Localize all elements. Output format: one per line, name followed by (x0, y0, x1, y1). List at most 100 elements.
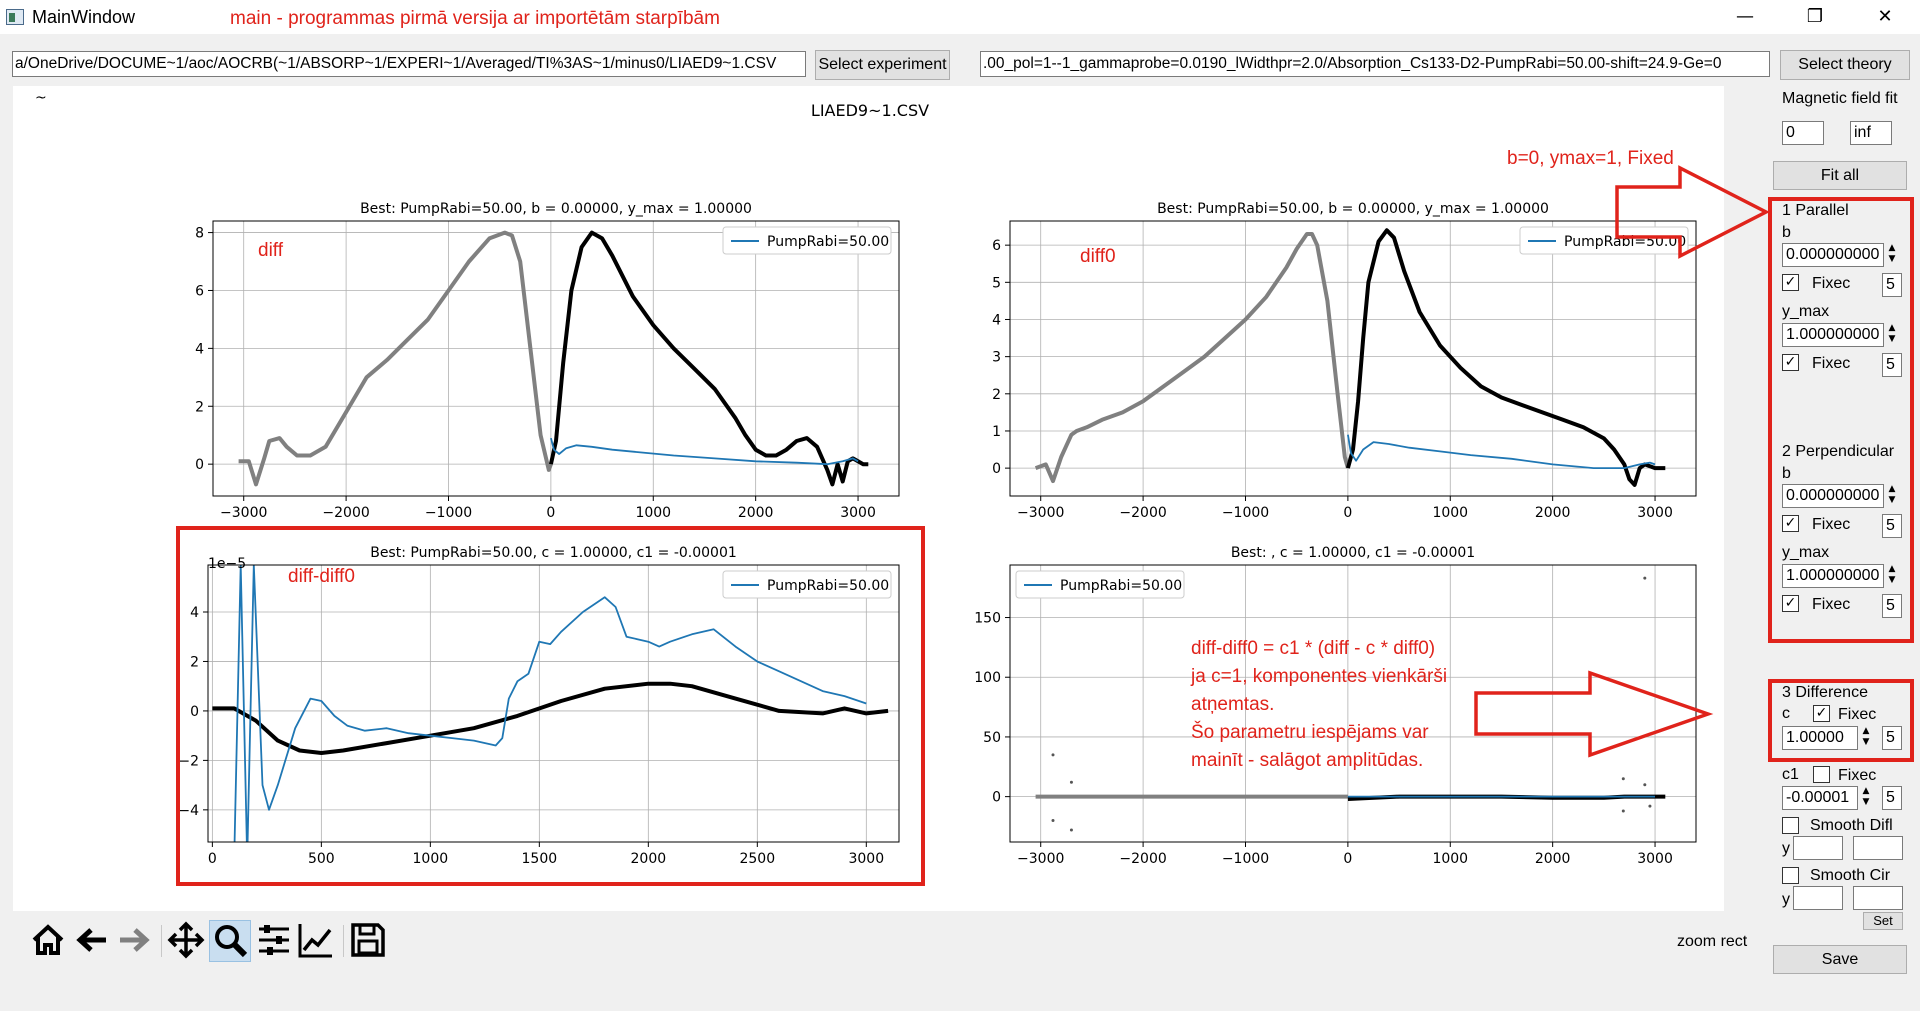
difference-c1-spinner[interactable]: ▲ ▼ (1862, 786, 1870, 807)
select-theory-button[interactable]: Select theory (1780, 50, 1910, 80)
parallel-ymax-digits[interactable]: 5 (1882, 353, 1902, 377)
x-tick-label: 0 (1343, 851, 1352, 867)
x-tick-label: −1000 (1222, 851, 1269, 867)
perpendicular-b-spinner[interactable]: ▲ ▼ (1888, 484, 1896, 505)
parallel-b-digits[interactable]: 5 (1882, 273, 1902, 297)
x-tick-label: 1000 (413, 851, 449, 867)
parallel-b-input[interactable]: 0.000000000 (1782, 243, 1884, 267)
perpendicular-ymax-fixed-checkbox[interactable]: ✓ (1782, 595, 1799, 612)
subplot-4: −3000 −2000 −1000 0 1000 2000 3000 0 50 100 150 Bes… (974, 545, 1697, 867)
zoom-icon[interactable] (210, 920, 250, 960)
close-button[interactable]: ✕ (1877, 6, 1893, 27)
legend-label: PumpRabi=50.00 (767, 234, 889, 250)
smooth-diff-checkbox[interactable] (1782, 817, 1799, 834)
x-tick-label: 3000 (848, 851, 884, 867)
y-tick-label: −4 (178, 803, 199, 819)
x-tick-label: 2500 (739, 851, 775, 867)
note-line: mainīt - salāgot amplitūdas. (1191, 750, 1424, 771)
perpendicular-ymax-spinner[interactable]: ▲ ▼ (1888, 564, 1896, 585)
note-line: ja c=1, komponentes vienkārši (1191, 666, 1448, 687)
forward-icon[interactable] (114, 920, 154, 960)
x-tick-label: 3000 (1637, 505, 1673, 521)
field-to-input[interactable]: inf (1850, 121, 1892, 145)
difference-c-input[interactable]: 1.00000 (1782, 726, 1858, 750)
difference-c-fixed-checkbox[interactable]: ✓ (1813, 705, 1830, 722)
save-button[interactable]: Save (1773, 945, 1907, 974)
x-tick-label: −1000 (425, 505, 472, 521)
minimize-button[interactable]: — (1736, 6, 1754, 27)
difference-c1-input[interactable]: -0.00001 (1782, 786, 1858, 810)
x-tick-label: −3000 (220, 505, 267, 521)
theory-path-input[interactable]: .00_pol=1--1_gammaprobe=0.0190_lWidthpr=… (980, 51, 1770, 77)
perpendicular-b-input[interactable]: 0.000000000 (1782, 484, 1884, 508)
save-figure-icon[interactable] (348, 920, 388, 960)
select-experiment-button[interactable]: Select experiment (815, 50, 950, 80)
parallel-b-fixed-checkbox[interactable]: ✓ (1782, 274, 1799, 291)
annotation-box-diff-diff0 (176, 526, 925, 886)
legend-label: PumpRabi=50.00 (1564, 234, 1686, 250)
series-group (1034, 228, 1666, 487)
series-group (238, 230, 869, 487)
smooth-diff-label: Smooth Difl (1810, 817, 1893, 834)
perpendicular-ymax-fixed-label: Fixec (1812, 596, 1851, 613)
perpendicular-ymax-input[interactable]: 1.000000000 (1782, 564, 1884, 588)
set-button[interactable]: Set (1863, 912, 1903, 930)
subplots-icon[interactable] (254, 920, 294, 960)
axes-edit-icon[interactable] (296, 920, 336, 960)
pan-icon[interactable] (166, 920, 206, 960)
x-tick-label: −2000 (1119, 505, 1166, 521)
subplot-3: 0 500 1000 1500 2000 2500 3000 −4 −2 0 2 4 Best: Pum… (178, 545, 900, 867)
restore-button[interactable]: ❐ (1806, 6, 1824, 27)
back-icon[interactable] (72, 920, 112, 960)
x-tick-label: 2000 (738, 505, 774, 521)
scatter-point (1069, 780, 1073, 784)
smooth-circ-y-input-2[interactable] (1853, 886, 1903, 910)
toolbar-status: zoom rect (1677, 933, 1748, 950)
perpendicular-b-fixed-checkbox[interactable]: ✓ (1782, 515, 1799, 532)
field-from-input[interactable]: 0 (1782, 121, 1824, 145)
smooth-circ-checkbox[interactable] (1782, 867, 1799, 884)
fit-all-button[interactable]: Fit all (1773, 161, 1907, 190)
difference-c1-label: c1 (1782, 766, 1799, 783)
inset-label: diff-diff0 (288, 566, 355, 587)
x-tick-label: 0 (1343, 505, 1352, 521)
subplot-2: −3000 −2000 −1000 0 1000 2000 3000 0 1 2 3 4 5 6 Best:… (992, 201, 1697, 521)
y-tick-label: 4 (190, 605, 199, 621)
legend-label: PumpRabi=50.00 (1060, 578, 1182, 594)
difference-c-digits[interactable]: 5 (1882, 726, 1902, 750)
parallel-ymax-input[interactable]: 1.000000000 (1782, 323, 1884, 347)
parallel-ymax-spinner[interactable]: ▲ ▼ (1888, 323, 1896, 344)
series-line (1345, 228, 1666, 487)
legend-box (722, 570, 892, 599)
home-icon[interactable] (28, 920, 68, 960)
smooth-diff-y-input-1[interactable] (1793, 836, 1843, 860)
y-tick-label: 150 (974, 611, 1001, 627)
x-tick-label: 1000 (1432, 851, 1468, 867)
legend-box (722, 226, 892, 255)
perpendicular-b-digits[interactable]: 5 (1882, 514, 1902, 538)
difference-c1-fixed-checkbox[interactable] (1813, 766, 1830, 783)
parallel-b-label: b (1782, 224, 1791, 241)
parallel-title: 1 Parallel (1782, 202, 1849, 219)
subplot-title: Best: PumpRabi=50.00, b = 0.00000, y_max… (360, 201, 752, 217)
title-bar: MainWindow main - programmas pirmā versi… (0, 0, 1920, 34)
x-tick-label: 3000 (840, 505, 876, 521)
y-tick-label: 1 (992, 424, 1001, 440)
figure-canvas[interactable] (13, 86, 1724, 911)
arrow-annotation: b=0, ymax=1, Fixed (1507, 148, 1674, 169)
offset-text: 1e−5 (208, 556, 246, 572)
parallel-b-spinner[interactable]: ▲ ▼ (1888, 243, 1896, 264)
experiment-path-input[interactable]: a/OneDrive/DOCUME~1/aoc/AOCRB(~1/ABSORP~… (12, 51, 806, 77)
perpendicular-ymax-digits[interactable]: 5 (1882, 594, 1902, 618)
x-tick-label: 500 (308, 851, 335, 867)
note-line: diff-diff0 = c1 * (diff - c * diff0) (1191, 638, 1436, 659)
smooth-circ-y-input-1[interactable] (1793, 886, 1843, 910)
y-tick-label: 0 (992, 461, 1001, 477)
app-icon (6, 9, 24, 25)
y-tick-label: 3 (992, 350, 1001, 366)
difference-c-spinner[interactable]: ▲ ▼ (1862, 726, 1870, 747)
smooth-diff-y-input-2[interactable] (1853, 836, 1903, 860)
parallel-ymax-fixed-checkbox[interactable]: ✓ (1782, 354, 1799, 371)
difference-c1-digits[interactable]: 5 (1882, 786, 1902, 810)
